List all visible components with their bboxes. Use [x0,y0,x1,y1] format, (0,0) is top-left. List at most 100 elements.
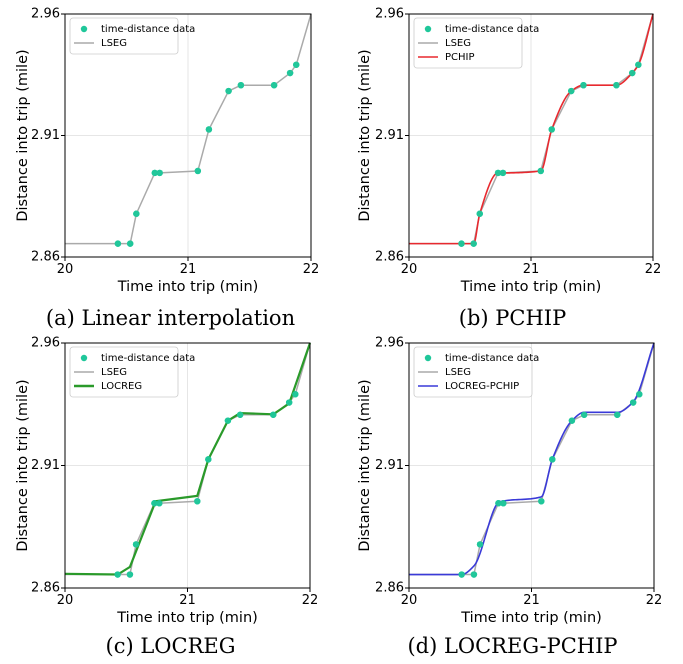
data-point-overlay [495,500,502,507]
caption-c: (c) LOCREG [105,634,236,658]
panel-c: 20 21 22 2.86 2.91 2.96 Time into trip (min) Di… [0,332,341,664]
legend-label: time-distance data [101,24,195,35]
data-point-overlay [205,456,212,463]
y-tick-label: 2.91 [375,458,404,473]
data-point-overlay [580,81,587,89]
data-point-overlay [635,61,642,68]
data-point-overlay [568,87,575,95]
y-axis-label: Distance into trip (mile) [357,379,373,551]
x-tick-label: 20 [401,262,418,277]
legend-label: LSEG [101,38,127,49]
data-point-overlay [151,500,158,507]
caption-a: (a) Linear interpolation [45,306,296,330]
x-tick-label: 21 [523,593,540,608]
legend-box [413,346,533,398]
data-point-overlay [499,169,507,177]
data-point-overlay [205,126,213,133]
legend-box [69,346,179,398]
data-point-overlay [156,500,163,507]
data-point-overlay [194,498,201,505]
data-point-overlay [494,169,502,177]
legend-label: time-distance data [101,353,195,364]
y-axis-label: Distance into trip (mile) [15,49,31,221]
x-tick-label: 22 [303,262,320,277]
data-point-overlay [629,399,637,406]
y-axis-label: Distance into trip (mile) [357,49,373,221]
caption-d: (d) LOCREG-PCHIP [407,634,618,658]
y-tick-label: 2.96 [375,336,404,351]
data-point-overlay [458,571,465,578]
data-point-overlay [126,571,134,578]
data-point-overlay [114,240,122,247]
legend: time-distance data LSEG LOCREG-PCHIP [413,346,539,398]
x-tick-label: 22 [302,593,319,608]
panel-d: 20 21 22 2.86 2.91 2.96 Time into trip (min) Di… [342,332,683,664]
data-point-overlay [476,210,483,217]
data-point-overlay [500,500,507,507]
data-point-overlay [151,169,158,177]
data-point-overlay [636,391,643,398]
caption-b: (b) PCHIP [458,306,567,330]
data-point-overlay [270,81,278,89]
legend-label: LSEG [445,367,471,378]
legend: time-distance data LSEG [69,17,195,55]
legend-label: LOCREG [101,381,142,392]
x-tick-label: 21 [180,262,197,277]
data-point-overlay [224,417,232,424]
y-tick-label: 2.96 [375,7,404,22]
x-axis-label: Time into trip (min) [460,279,602,295]
data-point-overlay [537,167,544,175]
data-point-overlay [285,399,293,406]
panel-b: 20 21 22 2.86 2.91 2.96 Time into trip (min) Di… [342,0,683,332]
y-axis-label: Distance into trip (mile) [15,379,31,551]
y-tick-label: 2.86 [31,581,60,596]
y-tick-label: 2.96 [31,336,60,351]
data-point-overlay [286,69,294,77]
x-axis-label: Time into trip (min) [116,610,258,626]
legend-marker [424,354,432,362]
data-point-overlay [470,240,477,247]
legend: time-distance data LSEG PCHIP [413,17,539,69]
x-tick-label: 22 [646,593,663,608]
data-point-overlay [194,167,202,175]
data-point-overlay [629,69,636,77]
chart-d: 20 21 22 2.86 2.91 2.96 Time into trip (min) Di… [357,336,663,627]
data-point-overlay [156,169,163,177]
panel-a: 20 21 22 2.86 2.91 2.96 Time into trip (min) Di… [0,0,341,332]
data-point-overlay [580,411,588,418]
data-point-overlay [225,87,232,95]
y-tick-label: 2.86 [375,250,404,265]
data-point-overlay [458,240,465,247]
legend-label: time-distance data [445,24,539,35]
data-point-overlay [292,391,299,398]
x-tick-label: 21 [523,262,540,277]
data-point-overlay [133,210,140,217]
data-point-overlay [132,541,140,548]
y-tick-label: 2.91 [375,128,404,143]
y-tick-label: 2.96 [31,7,60,22]
legend-marker [80,25,88,33]
legend-label: LSEG [445,38,471,49]
x-axis-label: Time into trip (min) [460,610,602,626]
data-point-overlay [568,417,576,424]
legend: time-distance data LSEG LOCREG [69,346,195,398]
data-point-overlay [237,81,245,89]
x-tick-label: 20 [57,262,74,277]
y-tick-label: 2.86 [375,581,404,596]
chart-a: 20 21 22 2.86 2.91 2.96 Time into trip (min) Di… [15,7,320,296]
legend-label: LSEG [101,367,127,378]
y-tick-label: 2.91 [31,128,60,143]
legend-label: LOCREG-PCHIP [445,381,519,392]
chart-b: 20 21 22 2.86 2.91 2.96 Time into trip (min) Di… [357,7,661,296]
legend-marker [80,354,88,362]
data-point-overlay [470,571,478,578]
data-point-overlay [114,571,121,578]
x-axis-label: Time into trip (min) [117,279,259,295]
series-line-lseg [65,13,312,245]
data-point-overlay [476,541,484,548]
data-point-overlay [270,411,277,418]
data-point-overlay [293,61,300,68]
chart-c: 20 21 22 2.86 2.91 2.96 Time into trip (min) Di… [15,336,319,627]
y-tick-label: 2.86 [31,250,60,265]
data-point-overlay [548,126,555,133]
